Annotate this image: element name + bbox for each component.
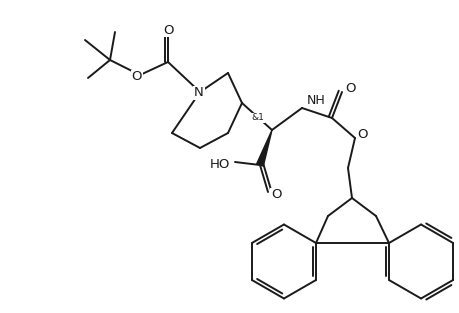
Polygon shape	[257, 130, 272, 166]
Text: O: O	[132, 70, 142, 84]
Text: O: O	[345, 83, 355, 95]
Text: N: N	[194, 86, 204, 100]
Text: HO: HO	[210, 157, 230, 171]
Text: &1: &1	[252, 114, 264, 122]
Text: O: O	[357, 127, 367, 141]
Text: NH: NH	[307, 94, 326, 106]
Text: O: O	[271, 188, 281, 202]
Text: O: O	[163, 23, 173, 37]
